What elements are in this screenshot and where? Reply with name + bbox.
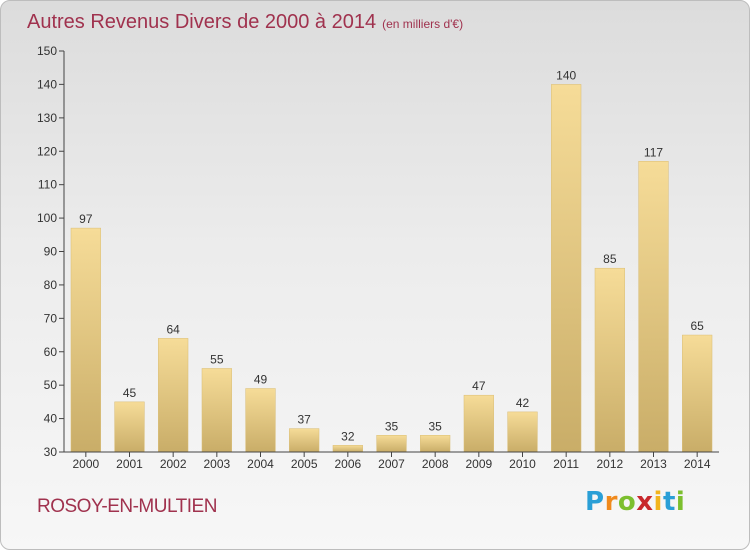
logo-letter: i	[675, 487, 686, 517]
bar-2007	[376, 435, 407, 453]
y-axis: 30 40 50 60 70 80 90 100 110 120 130 140 150	[37, 44, 65, 459]
place-name: ROSOY-EN-MULTIEN	[37, 496, 217, 517]
x-tick-label: 2005	[291, 457, 318, 471]
x-tick-label: 2007	[378, 457, 405, 471]
bar-value-label: 49	[254, 373, 268, 387]
x-tick-label: 2001	[116, 457, 143, 471]
chart-subtitle: (en milliers d'€)	[382, 17, 464, 31]
bar-value-label: 64	[166, 322, 180, 336]
y-tick-label: 140	[37, 77, 57, 91]
bar-value-label: 37	[297, 413, 311, 427]
bar-2001	[114, 401, 145, 453]
bar-2002	[158, 338, 189, 453]
bar-value-label: 97	[79, 212, 93, 226]
bar-2011	[551, 84, 582, 453]
x-tick-label: 2009	[465, 457, 492, 471]
y-tick-label: 30	[44, 445, 58, 459]
x-tick-label: 2000	[72, 457, 99, 471]
chart-title-text: Autres Revenus Divers de 2000 à 2014	[27, 11, 377, 33]
x-tick-label: 2002	[160, 457, 187, 471]
x-axis: 2000 2001 2002 2003 2004 2005 2006 2007 2008 2009…	[64, 451, 719, 471]
y-tick-label: 130	[37, 111, 57, 125]
x-tick-label: 2012	[596, 457, 623, 471]
y-tick-label: 40	[44, 412, 58, 426]
bar-value-label: 42	[516, 396, 530, 410]
logo-letter: x	[636, 487, 654, 517]
y-tick-label: 120	[37, 144, 57, 158]
x-tick-label: 2004	[247, 457, 274, 471]
bar-value-label: 65	[690, 319, 704, 333]
bar-value-label: 35	[385, 419, 399, 433]
x-tick-label: 2013	[640, 457, 667, 471]
bar-value-label: 45	[123, 386, 137, 400]
y-tick-label: 50	[44, 378, 58, 392]
x-tick-label: 2011	[553, 457, 579, 471]
bar-2008	[420, 435, 451, 453]
x-tick-label: 2008	[422, 457, 449, 471]
x-tick-label: 2003	[203, 457, 230, 471]
bar-2003	[201, 368, 232, 453]
x-tick-label: 2006	[334, 457, 361, 471]
y-tick-label: 150	[37, 44, 57, 58]
bar-2014	[682, 334, 713, 453]
bar-value-label: 140	[556, 68, 576, 82]
logo-letter: P	[585, 487, 605, 517]
y-tick-label: 70	[44, 311, 58, 325]
bar-2005	[289, 428, 320, 453]
logo-letter: i	[653, 487, 663, 517]
bar-value-label: 117	[644, 145, 663, 159]
bar-value-label: 32	[341, 429, 355, 443]
bar-2013	[638, 161, 669, 453]
bar-2010	[507, 411, 538, 453]
chart-title: Autres Revenus Divers de 2000 à 2014 (en …	[27, 11, 463, 34]
proxiti-logo[interactable]: Proxiti	[585, 487, 685, 517]
y-tick-label: 90	[44, 245, 58, 259]
y-tick-label: 80	[44, 278, 58, 292]
bar-value-label: 35	[428, 419, 442, 433]
bar-2000	[70, 227, 101, 453]
x-tick-label: 2014	[684, 457, 711, 471]
y-tick-label: 110	[38, 178, 57, 192]
bar-2009	[463, 394, 494, 453]
bars: 97 45 64 55 49 37 32 35 35 47 42 140 85 117 65	[70, 68, 713, 453]
logo-letter: o	[617, 487, 637, 517]
x-tick-label: 2010	[509, 457, 536, 471]
bar-value-label: 85	[603, 252, 617, 266]
logo-letter: r	[604, 487, 618, 517]
y-tick-label: 100	[37, 211, 57, 225]
bar-value-label: 47	[472, 379, 486, 393]
bar-2004	[245, 388, 276, 453]
y-tick-label: 60	[44, 345, 58, 359]
logo-letter: t	[662, 487, 676, 517]
bar-2006	[332, 445, 363, 453]
bar-2012	[594, 267, 625, 453]
bar-value-label: 55	[210, 352, 224, 366]
